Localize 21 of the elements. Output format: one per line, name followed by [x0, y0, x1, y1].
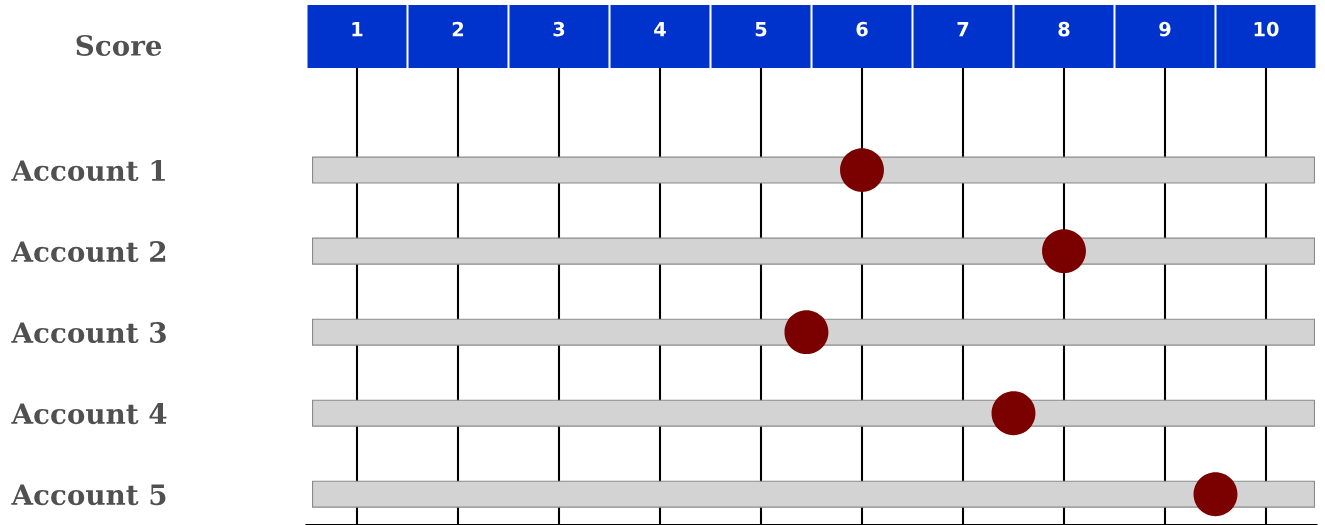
point [784, 310, 829, 355]
x-tick-label: 10 [1254, 21, 1279, 37]
x-axis-title: Score [76, 34, 162, 56]
y-tick-label: Account 2 [11, 241, 166, 263]
point [840, 148, 884, 193]
point [1193, 472, 1238, 517]
x-tick-label: 8 [1058, 21, 1070, 37]
point [991, 391, 1036, 436]
x-tick-label: 2 [452, 21, 464, 37]
y-tick-label: Account 3 [11, 322, 166, 344]
y-tick-label: Account 4 [11, 403, 167, 425]
y-tick-label: Account 5 [11, 484, 166, 506]
x-tick-label: 9 [1159, 21, 1171, 37]
x-tick-label: 7 [957, 22, 969, 37]
x-tick-label: 4 [654, 22, 666, 37]
point [1042, 229, 1086, 274]
y-tick-label: Account 1 [11, 160, 165, 182]
x-tick-label: 6 [856, 21, 868, 37]
x-tick-label: 5 [755, 22, 767, 37]
x-tick-label: 1 [352, 22, 363, 37]
x-tick-label: 3 [553, 21, 565, 37]
